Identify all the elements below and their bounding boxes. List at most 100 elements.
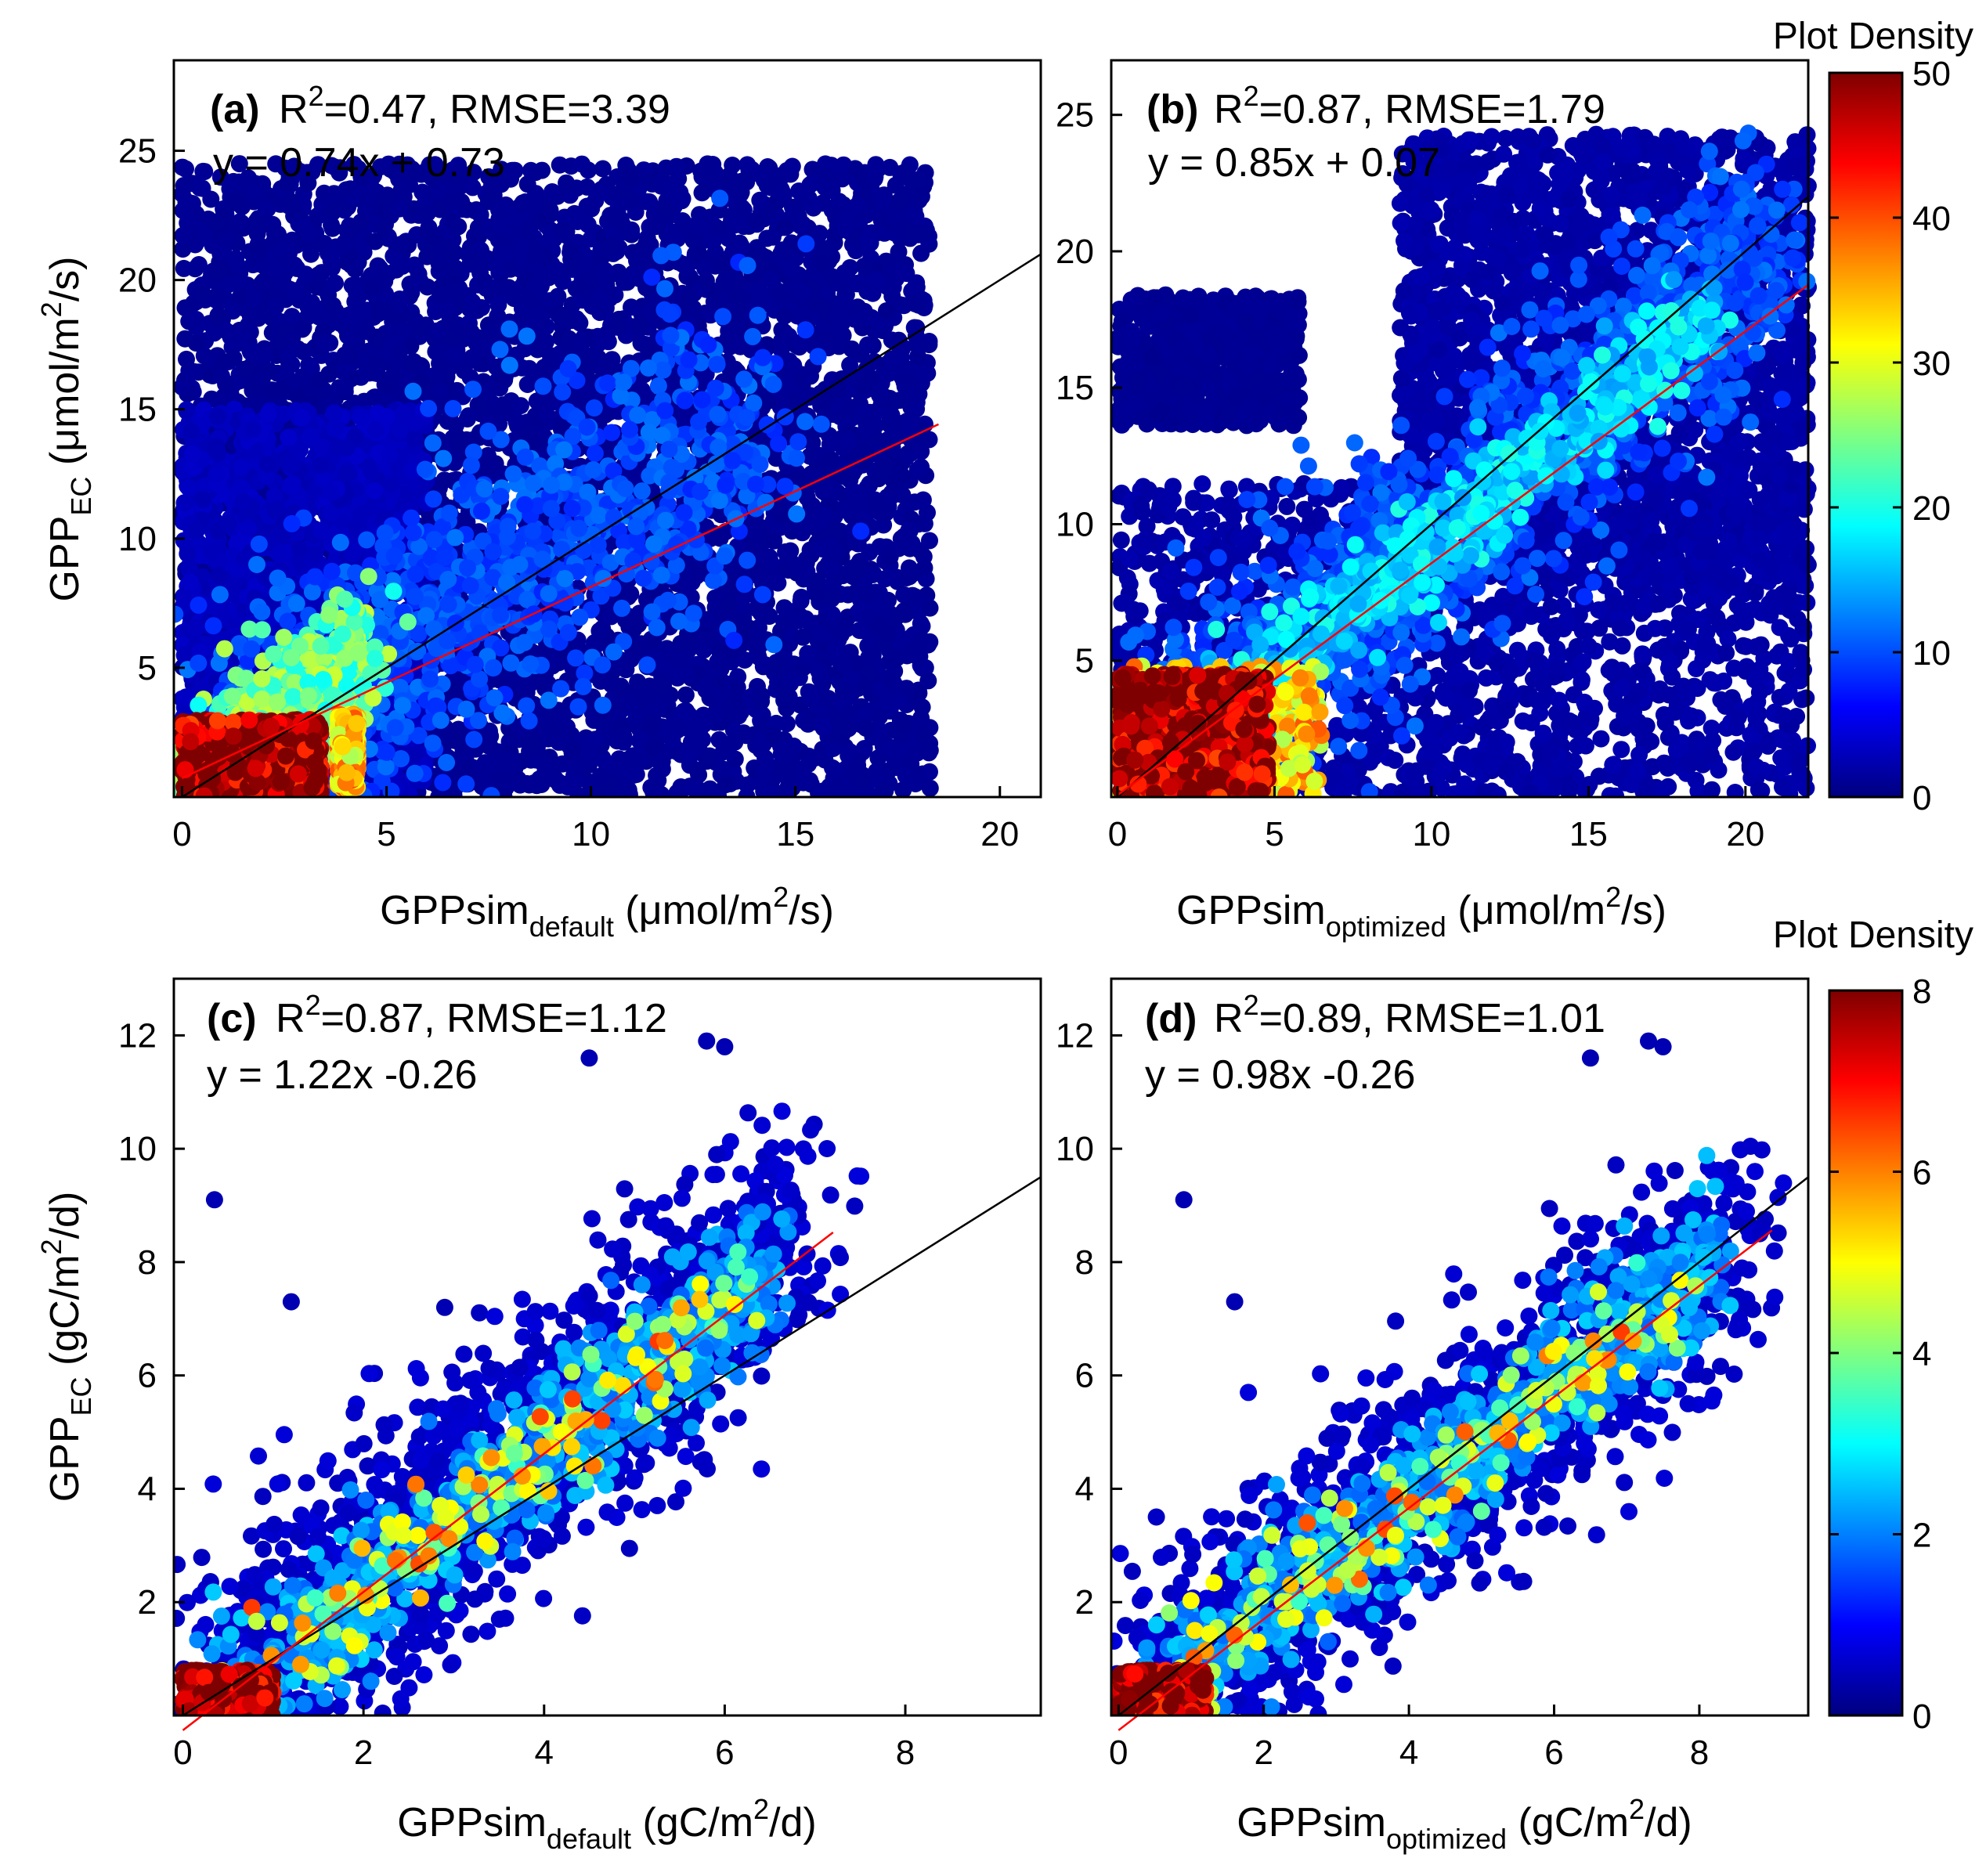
data-point [621, 697, 639, 715]
data-point [857, 720, 875, 737]
data-point [533, 161, 551, 179]
data-point [901, 539, 919, 557]
data-point [677, 686, 695, 704]
data-point [237, 361, 255, 378]
data-point [921, 779, 939, 797]
data-point [859, 229, 877, 247]
data-point [833, 170, 851, 188]
data-point [791, 304, 808, 322]
data-point [677, 258, 695, 276]
data-point [426, 229, 444, 247]
data-point [836, 294, 854, 312]
data-point [294, 343, 312, 361]
data-point [868, 763, 886, 781]
data-point [596, 753, 614, 771]
data-point [480, 168, 498, 186]
data-point [249, 309, 267, 327]
data-point [390, 295, 408, 313]
data-point [855, 257, 873, 275]
data-point [707, 705, 725, 723]
data-point [888, 678, 905, 696]
data-point [878, 302, 895, 319]
data-point [522, 675, 539, 693]
data-point [907, 207, 925, 225]
data-point [693, 184, 711, 202]
data-point [315, 184, 333, 202]
data-point [886, 650, 905, 668]
data-point [803, 196, 821, 214]
data-point [450, 218, 468, 236]
data-point [427, 343, 445, 361]
data-point [843, 340, 861, 358]
data-point [854, 309, 872, 327]
data-point [838, 499, 856, 517]
data-point [500, 279, 518, 297]
data-point [844, 482, 862, 500]
data-point [323, 204, 341, 222]
data-point [727, 287, 745, 305]
data-point [370, 305, 388, 323]
data-point [760, 392, 778, 409]
data-point [185, 363, 203, 381]
data-point [920, 336, 938, 354]
data-point [418, 278, 436, 296]
data-point [702, 208, 719, 226]
data-point [673, 192, 691, 210]
data-point [246, 183, 264, 201]
data-point [518, 175, 536, 193]
data-point [582, 230, 600, 248]
data-point [826, 521, 844, 539]
data-point [431, 381, 449, 399]
data-point [246, 288, 264, 306]
data-point [877, 504, 895, 522]
data-point [821, 435, 839, 453]
data-point [802, 367, 819, 385]
data-point [921, 599, 939, 617]
data-point [655, 198, 673, 216]
data-point [799, 644, 817, 662]
data-point [913, 631, 931, 649]
data-point [913, 698, 931, 716]
data-point [175, 177, 193, 194]
data-point [352, 213, 370, 231]
data-point [334, 236, 352, 254]
data-point [365, 388, 383, 406]
data-point [193, 179, 211, 197]
data-point [800, 756, 818, 774]
data-point [320, 365, 338, 383]
data-point [209, 308, 227, 326]
data-point [865, 565, 883, 583]
data-point [808, 295, 826, 313]
data-point [511, 397, 529, 415]
data-point [580, 161, 598, 179]
data-point [446, 244, 464, 262]
data-point [680, 289, 698, 307]
data-point [859, 336, 876, 354]
data-point [858, 420, 876, 438]
data-point [489, 201, 507, 218]
data-point [821, 451, 840, 469]
data-point [601, 777, 619, 795]
data-point [210, 262, 228, 280]
data-point [537, 333, 555, 351]
data-point [697, 681, 715, 699]
data-point [717, 776, 735, 794]
data-point [548, 261, 566, 279]
data-point [323, 219, 341, 237]
data-point [811, 225, 829, 243]
data-point [583, 200, 601, 218]
data-point [783, 157, 801, 175]
data-point [343, 276, 361, 294]
data-point [701, 747, 719, 765]
data-point [228, 255, 246, 273]
data-point [908, 274, 926, 292]
data-point [482, 279, 500, 297]
data-point [338, 307, 356, 325]
data-point [891, 741, 909, 759]
data-point [227, 194, 245, 211]
data-point [801, 684, 819, 702]
data-point [769, 658, 786, 676]
data-point [433, 358, 451, 376]
data-point [675, 702, 693, 720]
